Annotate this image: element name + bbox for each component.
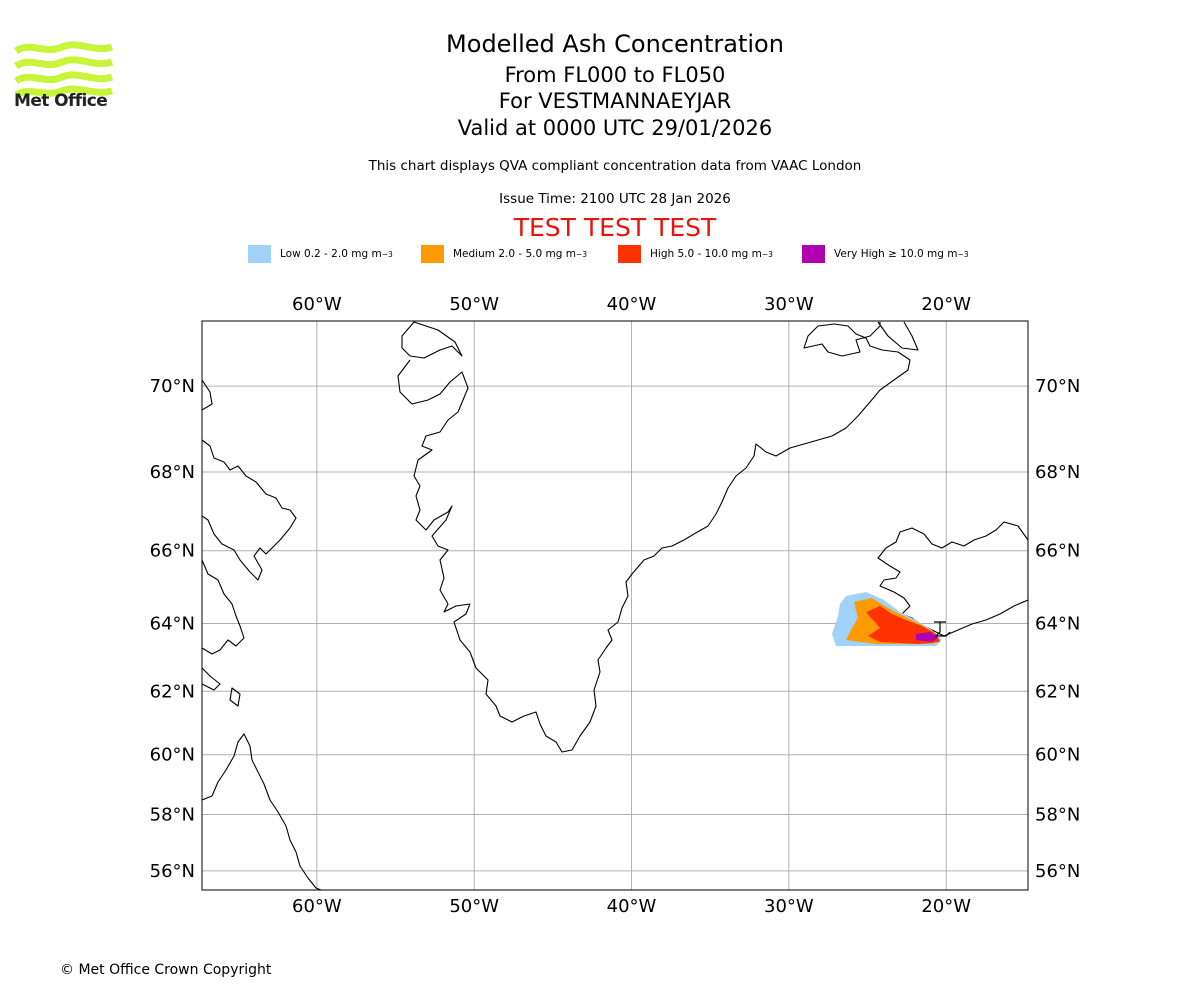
lat-tick-label: 66°N	[150, 541, 195, 562]
lat-tick-label: 68°N	[150, 462, 195, 483]
valid-time: Valid at 0000 UTC 29/01/2026	[457, 116, 773, 140]
lon-tick-label: 50°W	[449, 896, 499, 917]
copyright: © Met Office Crown Copyright	[60, 962, 272, 978]
lon-tick-label: 40°W	[607, 896, 657, 917]
greenland-east-fjords	[877, 321, 919, 351]
legend-swatch-low	[248, 245, 271, 263]
lat-labels-left: 70°N 68°N 66°N 64°N 62°N 60°N 58°N 56°N	[150, 376, 195, 882]
lat-labels-right: 70°N 68°N 66°N 64°N 62°N 60°N 58°N 56°N	[1035, 376, 1080, 882]
map-content	[202, 321, 1028, 890]
coastline	[202, 321, 1028, 890]
lon-labels-bottom: 60°W 50°W 40°W 30°W 20°W	[292, 896, 971, 917]
chart-description: This chart displays QVA compliant concen…	[368, 158, 862, 174]
legend-swatch-high	[618, 245, 641, 263]
issue-time: Issue Time: 2100 UTC 28 Jan 2026	[499, 191, 731, 207]
lat-tick-label: 56°N	[150, 861, 195, 882]
legend-swatch-very-high	[802, 245, 825, 263]
ash-very-high-region	[916, 632, 938, 642]
logo-text: Met Office	[14, 91, 108, 111]
legend-label-low: Low 0.2 - 2.0 mg m	[280, 248, 382, 260]
lon-tick-label: 60°W	[292, 294, 342, 315]
lon-tick-label: 50°W	[449, 294, 499, 315]
lon-tick-label: 60°W	[292, 896, 342, 917]
lon-tick-label: 20°W	[921, 294, 971, 315]
lat-tick-label: 58°N	[150, 804, 195, 825]
lat-tick-label: 70°N	[1035, 376, 1080, 397]
chart-title: Modelled Ash Concentration	[446, 30, 784, 58]
lat-tick-label: 60°N	[1035, 745, 1080, 766]
met-office-logo	[14, 41, 114, 99]
lon-tick-label: 20°W	[921, 896, 971, 917]
logo-waves	[14, 41, 114, 99]
lat-tick-label: 68°N	[1035, 462, 1080, 483]
lat-tick-label: 62°N	[150, 681, 195, 702]
map-frame	[201, 320, 1029, 891]
lat-tick-label: 64°N	[1035, 614, 1080, 635]
lon-labels-top: 60°W 50°W 40°W 30°W 20°W	[292, 294, 971, 315]
legend-item-medium: Medium 2.0 - 5.0 mg m −3	[421, 244, 587, 264]
legend-label-medium: Medium 2.0 - 5.0 mg m	[453, 248, 576, 260]
lat-tick-label: 64°N	[150, 614, 195, 635]
legend-label-high: High 5.0 - 10.0 mg m	[650, 248, 762, 260]
lat-tick-label: 58°N	[1035, 804, 1080, 825]
lat-tick-label: 66°N	[1035, 541, 1080, 562]
graticule	[202, 321, 1028, 890]
lat-tick-label: 60°N	[150, 745, 195, 766]
labrador-coast	[202, 733, 323, 890]
legend-item-very-high: Very High ≥ 10.0 mg m −3	[802, 244, 969, 264]
lat-tick-label: 70°N	[150, 376, 195, 397]
greenland-coast	[397, 321, 911, 753]
lat-tick-label: 62°N	[1035, 681, 1080, 702]
flight-level-range: From FL000 to FL050	[504, 63, 726, 87]
lon-tick-label: 30°W	[764, 896, 814, 917]
lat-tick-label: 56°N	[1035, 861, 1080, 882]
legend-swatch-medium	[421, 245, 444, 263]
legend-item-high: High 5.0 - 10.0 mg m −3	[618, 244, 773, 264]
legend-label-very-high: Very High ≥ 10.0 mg m	[834, 248, 958, 260]
baffin-coast	[202, 379, 297, 707]
ash-plume	[832, 592, 942, 646]
legend-item-low: Low 0.2 - 2.0 mg m −3	[248, 244, 393, 264]
lon-tick-label: 40°W	[607, 294, 657, 315]
iceland-coast	[877, 521, 1028, 637]
vestmannaeyjar-marker	[934, 621, 951, 637]
volcano-name: For VESTMANNAEYJAR	[498, 89, 732, 113]
lon-tick-label: 30°W	[764, 294, 814, 315]
test-banner: TEST TEST TEST	[513, 213, 717, 242]
